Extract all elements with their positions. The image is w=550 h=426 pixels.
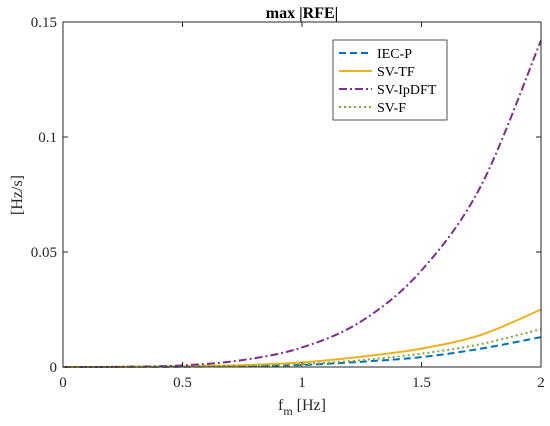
series-line-sv-ipdft [62,40,542,368]
x-tick-label: 2 [537,375,545,391]
legend-label: SV-TF [377,65,415,80]
y-tick-label: 0.05 [31,245,57,261]
tick-layer: 0 0.5 1 1.5 2 0 0.05 0.1 0.15 [31,15,545,391]
legend-label: SV-F [377,101,406,116]
y-tick-label: 0.1 [38,130,57,146]
plot-area [63,22,541,367]
x-tick-label: 1.5 [412,375,431,391]
chart-title: max |RFE| [266,5,338,22]
x-tick-label: 1 [298,375,306,391]
x-tick-label: 0.5 [173,375,192,391]
y-tick-label: 0 [50,360,58,376]
legend-label: SV-IpDFT [377,83,437,98]
series-line-sv-f [62,328,542,368]
x-axis-title: fm [Hz] [278,397,326,418]
legend: IEC-P SV-TF SV-IpDFT SV-F [332,39,448,121]
y-tick-label: 0.15 [31,15,57,31]
y-axis-title: [Hz/s] [9,175,26,215]
legend-label: IEC-P [377,47,412,62]
x-tick-label: 0 [59,375,67,391]
